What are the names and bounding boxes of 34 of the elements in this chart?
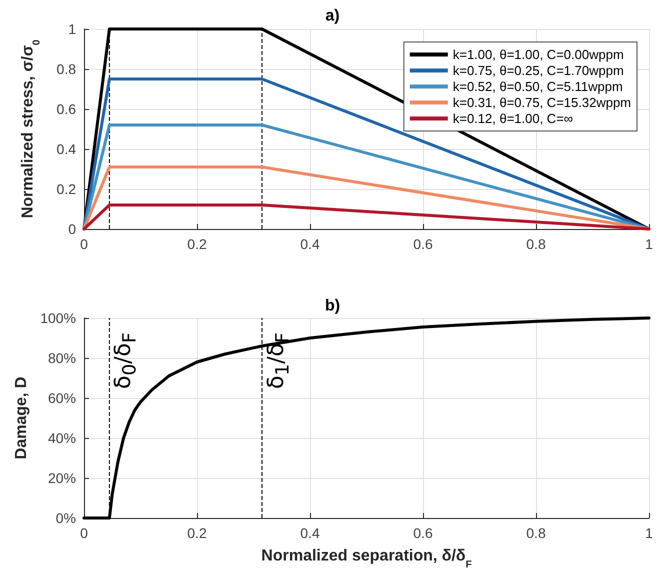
chart-title: a) [325,8,340,24]
legend-label: k=0.12, θ=1.00, C=∞ [452,111,574,126]
y-tick-label: 0.4 [56,141,76,157]
y-tick-label: 60% [48,390,76,406]
y-tick-label: 0.2 [56,181,76,197]
legend-label: k=0.31, θ=0.75, C=15.32wppm [452,95,632,110]
chart-title: b) [324,298,340,314]
line-series [82,316,650,520]
y-tick-label: 100% [40,310,76,326]
x-tick-label: 0.4 [300,236,320,252]
y-tick-label: 80% [48,350,76,366]
x-tick-label: 0.8 [526,236,546,252]
x-tick-label: 0.2 [187,525,207,541]
x-tick-label: 1 [645,525,654,541]
y-tick-label: 40% [48,430,76,446]
x-tick-label: 0 [80,525,88,541]
x-tick-label: 0 [80,236,88,252]
y-tick-label: 0% [56,510,76,526]
legend-label: k=1.00, θ=1.00, C=0.00wppm [452,47,624,62]
legend-label: k=0.75, θ=0.25, C=1.70wppm [452,63,624,78]
legend-label: k=0.52, θ=0.50, C=5.11wppm [452,79,623,94]
y-tick-label: 1 [68,21,76,37]
x-tick-label: 0.6 [413,236,433,252]
x-tick-label: 0.2 [187,236,207,252]
y-tick-label: 0 [68,221,76,237]
y-axis-title: Damage, D [12,376,30,460]
y-tick-label: 0.8 [56,61,76,77]
y-tick-label: 0.6 [56,101,76,117]
x-tick-label: 0.4 [300,525,320,541]
x-tick-label: 0.8 [526,525,546,541]
x-tick-label: 0.6 [413,525,433,541]
x-tick-label: 1 [645,236,654,252]
y-tick-label: 20% [48,470,76,486]
y-axis-title: Normalized stress, σ/σ0 [20,39,42,218]
